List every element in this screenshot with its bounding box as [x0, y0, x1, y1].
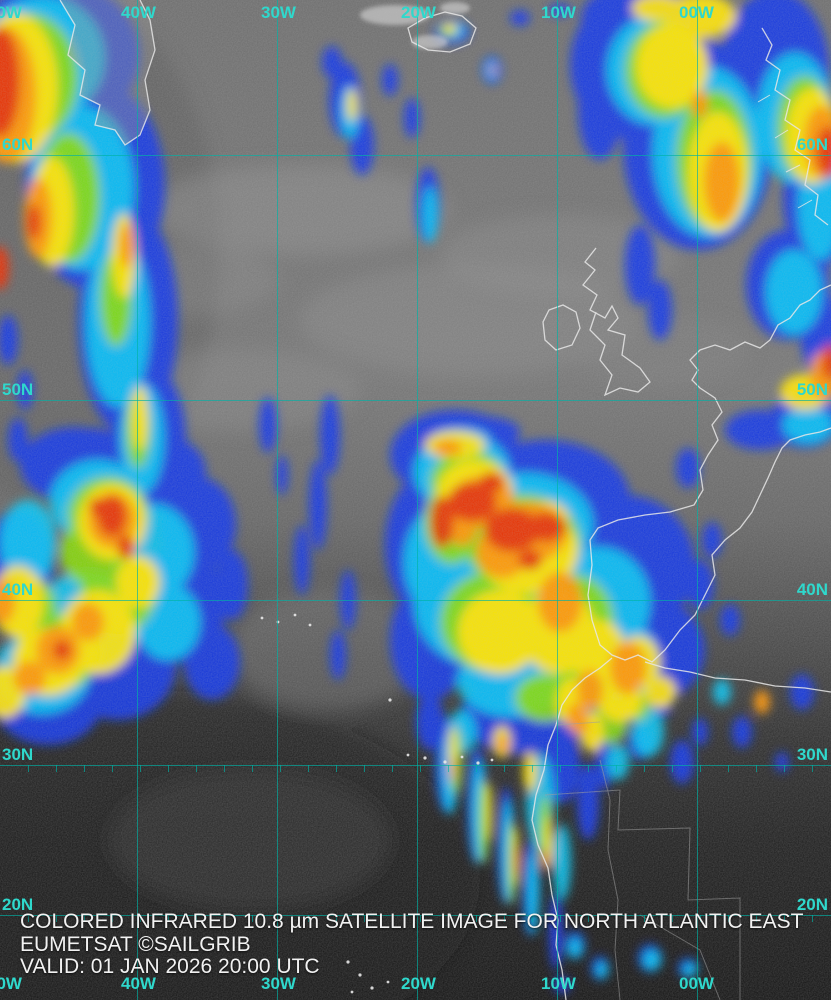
grid-tick [308, 765, 309, 772]
parallel-line [0, 400, 831, 401]
grid-tick [504, 915, 505, 922]
lat-label-left: 50N [2, 380, 34, 399]
grid-tick [280, 765, 281, 772]
grid-tick [56, 765, 57, 772]
grid-tick [784, 765, 785, 772]
parallel-line [0, 915, 831, 916]
grid-tick [84, 765, 85, 772]
grid-tick [112, 765, 113, 772]
lat-label-left: 30N [2, 745, 34, 764]
meridian-line [137, 0, 138, 1000]
grid-tick [140, 765, 141, 772]
grid-tick [644, 915, 645, 922]
meridian-line [417, 0, 418, 1000]
parallel-line [0, 765, 831, 766]
grid-tick [28, 915, 29, 922]
grid-tick [392, 915, 393, 922]
lon-label-bottom: 10W [541, 974, 576, 993]
grid-tick [560, 765, 561, 772]
parallel-line [0, 155, 831, 156]
lon-label-bottom: 20W [401, 974, 436, 993]
grid-tick [532, 915, 533, 922]
lat-label-right: 20N [796, 895, 828, 914]
grid-tick [700, 765, 701, 772]
lat-label-left: 40N [2, 580, 34, 599]
grid-tick [784, 915, 785, 922]
title-block: COLORED INFRARED 10.8 µm SATELLITE IMAGE… [20, 910, 804, 979]
grid-tick [616, 765, 617, 772]
grid-tick [728, 765, 729, 772]
credit-line: EUMETSAT ©SAILGRIB [20, 932, 251, 956]
grid-tick [420, 765, 421, 772]
grid-tick [672, 765, 673, 772]
lon-label-top: 50W [0, 3, 22, 22]
grid-tick [616, 915, 617, 922]
lon-label-top: 00W [679, 3, 714, 22]
grid-tick [140, 915, 141, 922]
grid-tick [28, 765, 29, 772]
lon-label-top: 20W [401, 3, 436, 22]
grid-tick [812, 765, 813, 772]
grid-tick [476, 915, 477, 922]
grid-tick [56, 915, 57, 922]
grid-tick [364, 765, 365, 772]
grid-tick [84, 915, 85, 922]
grid-tick [644, 765, 645, 772]
lat-label-left: 60N [2, 135, 34, 154]
lon-label-top: 30W [261, 3, 296, 22]
grid-tick [168, 915, 169, 922]
grid-tick [280, 915, 281, 922]
grid-tick [560, 915, 561, 922]
grid-tick [700, 915, 701, 922]
grid-tick [336, 765, 337, 772]
grid-tick [728, 915, 729, 922]
lat-label-right: 60N [796, 135, 828, 154]
grid-tick [112, 915, 113, 922]
lon-label-bottom: 40W [121, 974, 156, 993]
lat-label-left: 20N [2, 895, 34, 914]
meridian-line [277, 0, 278, 1000]
grid-tick [476, 765, 477, 772]
grid-tick [196, 915, 197, 922]
grid-tick [588, 915, 589, 922]
lat-label-right: 30N [796, 745, 828, 764]
valid-time: VALID: 01 JAN 2026 20:00 UTC [20, 955, 320, 978]
grid-tick [336, 915, 337, 922]
grid-tick [504, 765, 505, 772]
grid-tick [308, 915, 309, 922]
grid-tick [448, 765, 449, 772]
meridian-line [557, 0, 558, 1000]
grid-tick [812, 915, 813, 922]
grid-tick [392, 765, 393, 772]
grid-tick [448, 915, 449, 922]
lon-label-bottom: 50W [0, 974, 22, 993]
lon-label-bottom: 30W [261, 974, 296, 993]
lon-label-bottom: 00W [679, 974, 714, 993]
image-title: COLORED INFRARED 10.8 µm SATELLITE IMAGE… [20, 910, 804, 933]
parallel-line [0, 600, 831, 601]
grid-tick [196, 765, 197, 772]
grid-tick [168, 765, 169, 772]
grid-tick [224, 765, 225, 772]
grid-tick [364, 915, 365, 922]
grid-tick [672, 915, 673, 922]
grid-tick [756, 765, 757, 772]
grid-tick [420, 915, 421, 922]
lat-label-right: 40N [796, 580, 828, 599]
lat-label-right: 50N [796, 380, 828, 399]
meridian-line [697, 0, 698, 1000]
grid-tick [252, 915, 253, 922]
grid-tick [224, 915, 225, 922]
lon-label-top: 10W [541, 3, 576, 22]
grid-tick [588, 765, 589, 772]
grid-tick [756, 915, 757, 922]
grid-tick [252, 765, 253, 772]
grid-tick [532, 765, 533, 772]
lon-label-top: 40W [121, 3, 156, 22]
